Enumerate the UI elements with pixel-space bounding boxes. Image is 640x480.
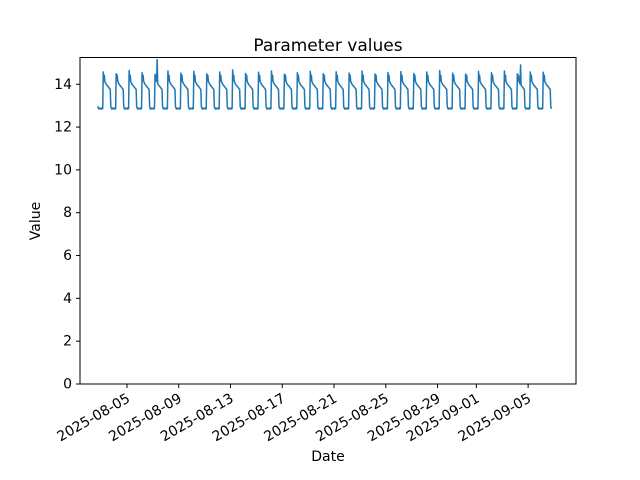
y-tick-label: 4: [63, 291, 72, 307]
y-tick-label: 6: [63, 248, 72, 264]
y-tick-label: 0: [63, 377, 72, 393]
y-tick-label: 10: [54, 162, 72, 178]
axes-frame: [79, 57, 577, 385]
y-tick-label: 12: [54, 120, 72, 136]
chart-title: Parameter values: [253, 36, 403, 56]
data-line-parameter-values: [97, 58, 553, 110]
x-axis-label: Date: [311, 449, 345, 465]
y-tick-label: 14: [54, 77, 72, 93]
y-tick-label: 8: [63, 205, 72, 221]
y-tick-label: 2: [63, 334, 72, 350]
